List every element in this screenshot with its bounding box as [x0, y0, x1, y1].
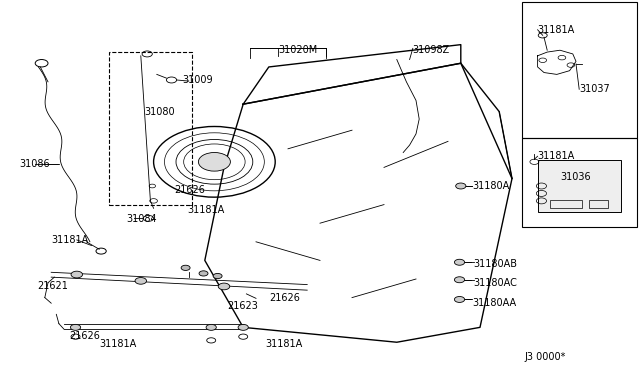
Circle shape [213, 273, 222, 279]
Text: 31098Z: 31098Z [413, 45, 450, 55]
Bar [538, 160, 621, 212]
Text: 21621: 21621 [37, 282, 68, 291]
Bar [522, 138, 637, 227]
Circle shape [71, 271, 83, 278]
Text: 31180AC: 31180AC [474, 278, 518, 288]
Text: 21626: 21626 [69, 331, 100, 340]
Bar [522, 2, 637, 138]
Text: 31086: 31086 [19, 159, 50, 169]
Circle shape [199, 271, 208, 276]
Circle shape [454, 259, 465, 265]
Text: J3 0000*: J3 0000* [525, 352, 566, 362]
Text: 31037: 31037 [579, 84, 610, 94]
Text: 31181A: 31181A [266, 339, 303, 349]
Text: 31036: 31036 [560, 172, 591, 182]
Bar [550, 200, 582, 208]
Circle shape [456, 183, 466, 189]
Circle shape [206, 324, 216, 330]
Text: 31180AA: 31180AA [472, 298, 516, 308]
Text: 31181A: 31181A [187, 205, 224, 215]
Circle shape [238, 324, 248, 330]
Circle shape [454, 277, 465, 283]
Circle shape [181, 265, 190, 270]
Bar [109, 52, 192, 205]
Circle shape [70, 324, 81, 330]
Text: 31180AB: 31180AB [474, 259, 518, 269]
Circle shape [218, 283, 230, 290]
Text: 31181A: 31181A [538, 25, 575, 35]
Circle shape [143, 215, 154, 221]
Text: 21626: 21626 [269, 294, 300, 303]
Text: 31020M: 31020M [278, 45, 317, 55]
Text: 31180A: 31180A [472, 181, 509, 191]
Text: 31181A: 31181A [538, 151, 575, 161]
Text: 31181A: 31181A [99, 339, 136, 349]
Text: 21626: 21626 [174, 185, 205, 195]
Text: 31080: 31080 [144, 107, 175, 116]
Text: 31181A: 31181A [51, 235, 88, 245]
Circle shape [135, 278, 147, 284]
Text: 21623: 21623 [227, 301, 258, 311]
Text: 31084: 31084 [127, 215, 157, 224]
Bar [589, 200, 608, 208]
Circle shape [198, 153, 230, 171]
Circle shape [454, 296, 465, 302]
Text: 31009: 31009 [182, 75, 213, 85]
